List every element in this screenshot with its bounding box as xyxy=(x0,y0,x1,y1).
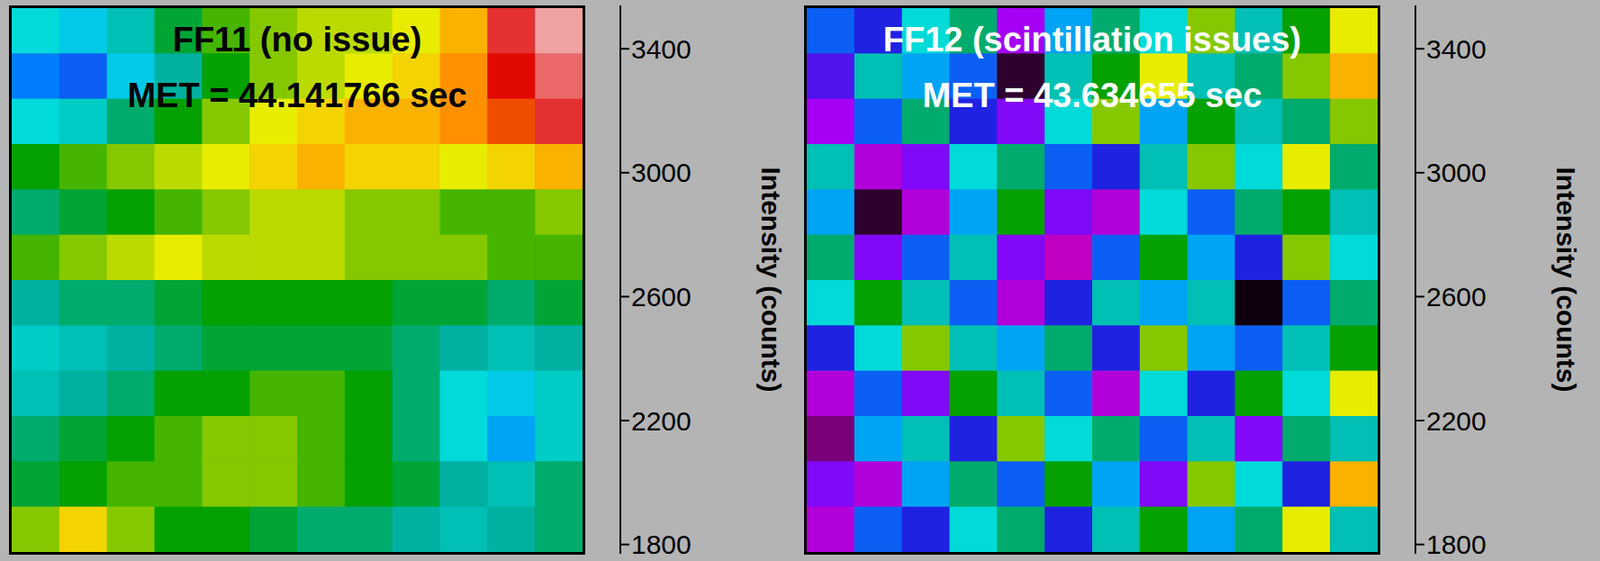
html-text:MET = 44.141766 sec: MET = 44.141766 sec xyxy=(127,76,467,115)
svg-text:Intensity (counts): Intensity (counts) xyxy=(1551,166,1582,392)
svg-text:2600: 2600 xyxy=(1426,281,1487,312)
svg-text:3000: 3000 xyxy=(631,157,692,188)
svg-text:3400: 3400 xyxy=(631,34,692,64)
svg-text:Intensity (counts): Intensity (counts) xyxy=(756,166,787,392)
svg-text:2200: 2200 xyxy=(631,406,692,436)
html-text:MET = 43.634655 sec: MET = 43.634655 sec xyxy=(922,76,1262,115)
html-text:FF12 (scintillation issues): FF12 (scintillation issues) xyxy=(883,20,1302,59)
svg-text:3400: 3400 xyxy=(1426,34,1487,64)
svg-text:1800: 1800 xyxy=(1426,529,1487,560)
html-text:FF11 (no issue): FF11 (no issue) xyxy=(172,20,422,59)
svg-text:3000: 3000 xyxy=(1426,157,1487,188)
svg-text:1800: 1800 xyxy=(631,529,692,560)
svg-text:2600: 2600 xyxy=(631,281,692,312)
svg-text:2200: 2200 xyxy=(1426,406,1487,436)
